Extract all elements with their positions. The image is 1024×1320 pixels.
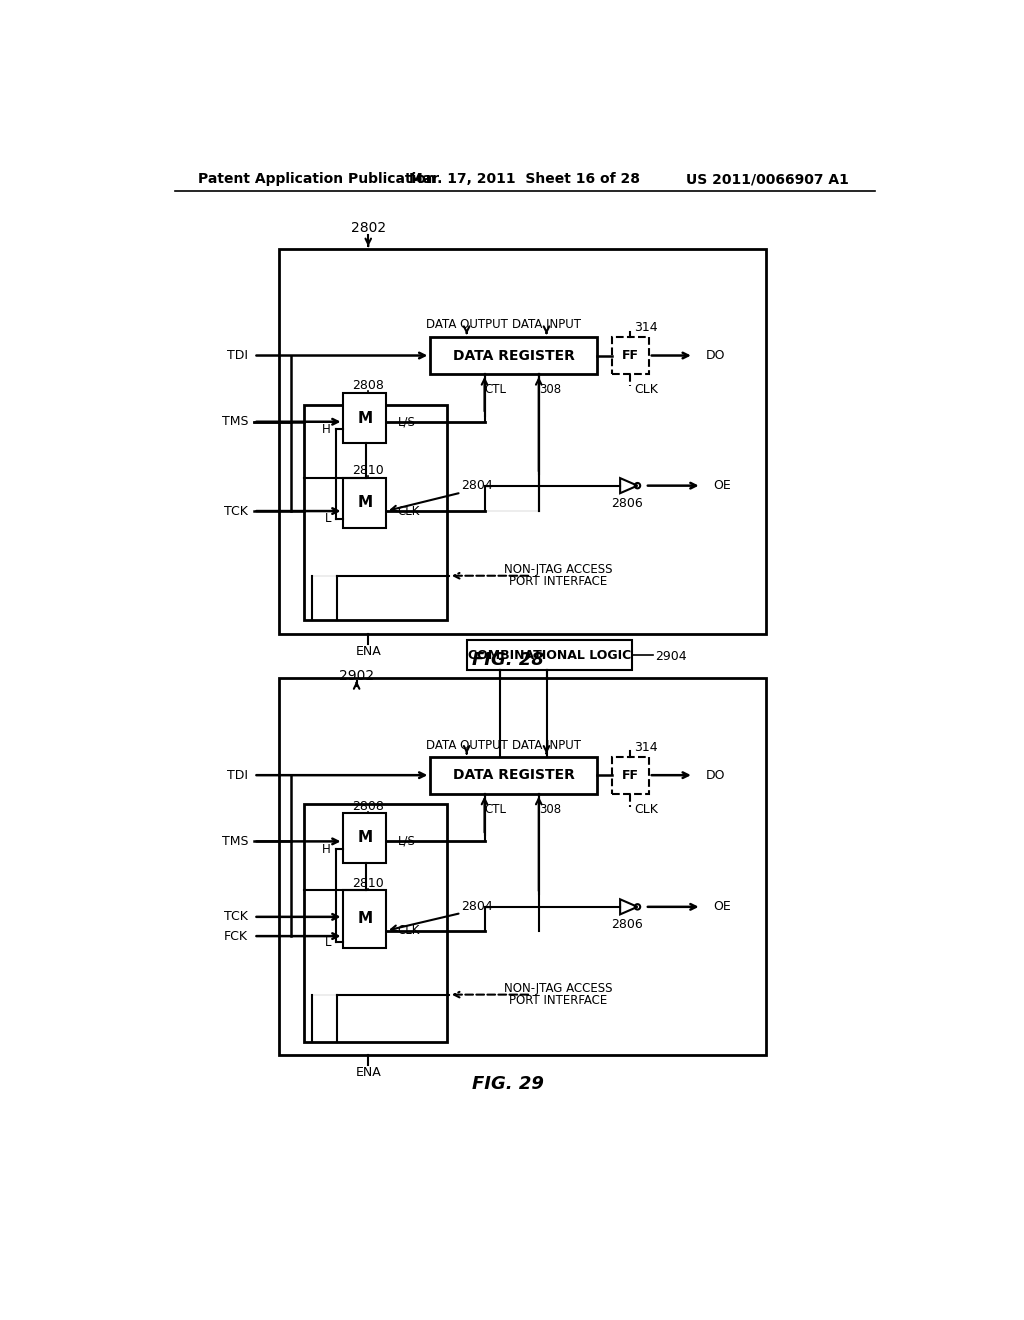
- Text: 2810: 2810: [352, 878, 384, 890]
- Text: Mar. 17, 2011  Sheet 16 of 28: Mar. 17, 2011 Sheet 16 of 28: [410, 172, 640, 186]
- Text: CLK: CLK: [397, 504, 420, 517]
- Text: TMS: TMS: [221, 834, 248, 847]
- Text: DATA REGISTER: DATA REGISTER: [453, 348, 574, 363]
- Text: FF: FF: [622, 348, 639, 362]
- Text: CTL: CTL: [484, 383, 507, 396]
- Text: 314: 314: [634, 321, 657, 334]
- Text: L/S: L/S: [397, 834, 416, 847]
- Text: TCK: TCK: [224, 911, 248, 924]
- Bar: [467, 640, 632, 669]
- Text: NON-JTAG ACCESS: NON-JTAG ACCESS: [504, 982, 612, 995]
- Text: CLK: CLK: [634, 803, 657, 816]
- Bar: [343, 890, 386, 948]
- Bar: [343, 813, 386, 863]
- Text: Patent Application Publication: Patent Application Publication: [198, 172, 435, 186]
- Text: CTL: CTL: [484, 803, 507, 816]
- Text: TDI: TDI: [227, 348, 248, 362]
- Text: FF: FF: [622, 768, 639, 781]
- Text: PORT INTERFACE: PORT INTERFACE: [509, 994, 607, 1007]
- Text: FIG. 28: FIG. 28: [472, 652, 544, 669]
- Text: TDI: TDI: [227, 768, 248, 781]
- Text: M: M: [357, 911, 373, 927]
- Text: 308: 308: [539, 383, 561, 396]
- Text: TMS: TMS: [221, 416, 248, 428]
- Text: FIG. 29: FIG. 29: [472, 1074, 544, 1093]
- Text: 2802: 2802: [350, 220, 386, 235]
- Bar: [280, 678, 766, 1056]
- Text: 2806: 2806: [611, 917, 643, 931]
- Text: M: M: [357, 495, 373, 511]
- Bar: [343, 393, 386, 444]
- Text: 2904: 2904: [655, 649, 687, 663]
- Bar: [430, 756, 597, 793]
- Text: ENA: ENA: [355, 1065, 381, 1078]
- Text: 2804: 2804: [461, 900, 493, 913]
- Text: DATA OUTPUT: DATA OUTPUT: [426, 739, 508, 751]
- Text: DATA INPUT: DATA INPUT: [512, 739, 581, 751]
- Text: 2806: 2806: [611, 496, 643, 510]
- Text: 2808: 2808: [352, 800, 384, 813]
- Text: 2804: 2804: [461, 479, 493, 492]
- Text: L/S: L/S: [397, 416, 416, 428]
- Text: COMBINATIONAL LOGIC: COMBINATIONAL LOGIC: [468, 648, 631, 661]
- Text: FCK: FCK: [224, 929, 248, 942]
- Text: DATA REGISTER: DATA REGISTER: [453, 768, 574, 783]
- Text: 2808: 2808: [352, 379, 384, 392]
- Text: H: H: [323, 422, 331, 436]
- Text: OE: OE: [713, 479, 731, 492]
- Text: DATA INPUT: DATA INPUT: [512, 318, 581, 331]
- Text: US 2011/0066907 A1: US 2011/0066907 A1: [686, 172, 849, 186]
- Text: OE: OE: [713, 900, 731, 913]
- Text: 2810: 2810: [352, 463, 384, 477]
- Text: 308: 308: [539, 803, 561, 816]
- Text: CLK: CLK: [634, 383, 657, 396]
- Bar: [611, 337, 649, 374]
- Bar: [430, 337, 597, 374]
- Text: TCK: TCK: [224, 504, 248, 517]
- Text: M: M: [357, 830, 373, 845]
- Text: L: L: [325, 936, 331, 949]
- Text: 314: 314: [634, 741, 657, 754]
- Text: M: M: [357, 411, 373, 426]
- Bar: [343, 478, 386, 528]
- Text: ENA: ENA: [355, 644, 381, 657]
- Text: PORT INTERFACE: PORT INTERFACE: [509, 574, 607, 587]
- Text: H: H: [323, 842, 331, 855]
- Text: DO: DO: [706, 768, 725, 781]
- Bar: [304, 405, 447, 620]
- Text: DATA OUTPUT: DATA OUTPUT: [426, 318, 508, 331]
- Text: NON-JTAG ACCESS: NON-JTAG ACCESS: [504, 564, 612, 576]
- Text: DO: DO: [706, 348, 725, 362]
- Text: 2902: 2902: [339, 669, 374, 682]
- Text: CLK: CLK: [397, 924, 420, 937]
- Text: L: L: [325, 512, 331, 525]
- Bar: [280, 249, 766, 635]
- Bar: [304, 804, 447, 1043]
- Bar: [611, 756, 649, 793]
